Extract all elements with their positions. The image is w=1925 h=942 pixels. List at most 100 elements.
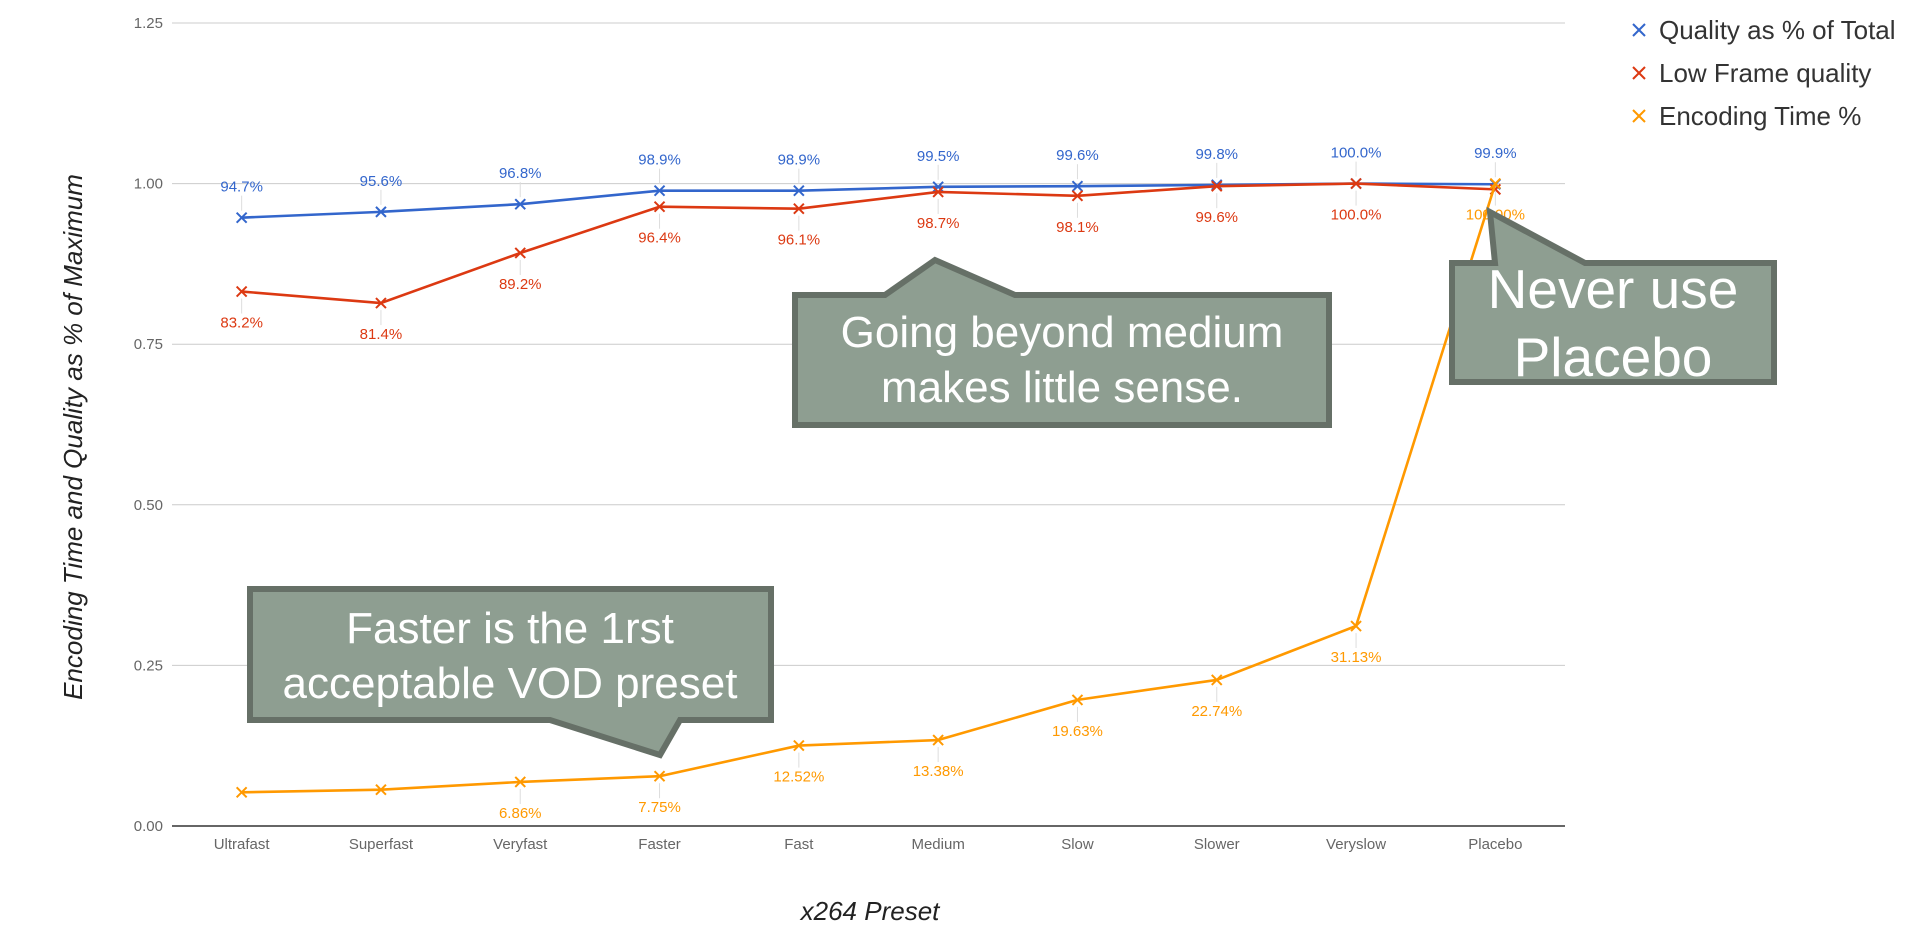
point-mark	[932, 186, 944, 198]
callout: Going beyond medium makes little sense.	[792, 256, 1332, 428]
data-label: 98.7%	[917, 215, 960, 232]
point-mark	[235, 211, 248, 224]
point-mark	[1211, 674, 1223, 686]
point-mark	[793, 202, 805, 215]
data-point	[514, 776, 526, 788]
point-mark	[235, 285, 248, 298]
data-label: 99.8%	[1195, 146, 1238, 163]
data-label: 81.4%	[360, 326, 403, 343]
data-point	[235, 211, 248, 224]
callout-text: Placebo	[1514, 326, 1713, 388]
point-mark	[1071, 180, 1084, 192]
point-mark	[653, 184, 666, 197]
data-label: 13.38%	[913, 763, 964, 780]
data-labels-layer: 94.7% 95.6% 96.8% 98.9% 98.9% 99.5% 99.6% 99.8%…	[220, 145, 1525, 822]
x-tick-label: Slow	[1061, 836, 1094, 853]
data-label: 99.5%	[917, 148, 960, 165]
legend-marker	[1632, 66, 1646, 80]
callout-text: Faster is the 1rst	[346, 604, 674, 653]
y-tick-label: 0.75	[134, 336, 163, 353]
data-point	[653, 201, 666, 213]
legend-label: Quality as % of Total	[1659, 15, 1896, 45]
data-point	[514, 247, 526, 259]
data-label: 6.86%	[499, 805, 542, 822]
point-mark	[1350, 177, 1362, 190]
point-mark	[1489, 177, 1502, 190]
point-mark	[375, 783, 387, 796]
x-tick-label: Placebo	[1468, 836, 1522, 853]
y-tick-label: 1.00	[134, 176, 163, 193]
data-point	[1489, 177, 1502, 190]
data-label: 31.13%	[1331, 649, 1382, 666]
legend-label: Low Frame quality	[1659, 58, 1871, 88]
callout-box	[247, 586, 774, 759]
point-mark	[932, 734, 944, 746]
data-point	[375, 297, 387, 309]
data-label: 22.74%	[1191, 703, 1242, 720]
point-mark	[653, 201, 666, 213]
grid-layer: 0.00 0.25 0.50 0.75 1.00 1.25 Ultrafast Superfa…	[134, 15, 1565, 853]
x-tick-label: Veryslow	[1326, 836, 1386, 853]
x-tick-label: Fast	[784, 836, 814, 853]
data-point	[932, 181, 944, 193]
data-point	[235, 786, 248, 798]
legend-item: Encoding Time %	[1632, 101, 1861, 131]
x-tick-label: Ultrafast	[214, 836, 271, 853]
data-label: 99.9%	[1474, 145, 1517, 162]
data-point	[932, 734, 944, 746]
callout-text: Going beyond medium	[841, 308, 1284, 357]
data-label: 100.0%	[1331, 145, 1382, 162]
x-tick-label: Slower	[1194, 836, 1240, 853]
data-label: 12.52%	[773, 769, 824, 786]
data-point	[793, 184, 805, 197]
point-mark	[514, 247, 526, 259]
data-point	[1350, 177, 1362, 190]
legend-label: Encoding Time %	[1659, 101, 1861, 131]
y-tick-label: 0.00	[134, 818, 163, 835]
data-point	[1071, 694, 1084, 706]
series-line	[241, 182, 1496, 305]
callout-box	[1449, 206, 1777, 385]
callout-layer: Going beyond medium makes little sense. Fa…	[247, 206, 1777, 759]
x-tick-label: Medium	[911, 836, 964, 853]
data-label: 95.6%	[360, 173, 403, 190]
point-mark	[235, 786, 248, 798]
series-line	[241, 183, 1497, 794]
y-axis-title: Encoding Time and Quality as % of Maximu…	[58, 174, 88, 700]
data-point	[514, 198, 526, 210]
data-label: 89.2%	[499, 276, 542, 293]
series-layer	[235, 177, 1502, 798]
data-point	[653, 770, 666, 782]
data-label: 94.7%	[220, 179, 263, 196]
point-mark	[653, 770, 666, 782]
point-mark	[514, 198, 526, 210]
point-mark	[375, 297, 387, 309]
point-mark	[1350, 620, 1362, 632]
data-point	[375, 206, 387, 218]
data-label: 19.63%	[1052, 723, 1103, 740]
y-tick-label: 0.25	[134, 657, 163, 674]
x-tick-label: Superfast	[349, 836, 414, 853]
legend-item: Quality as % of Total	[1632, 15, 1896, 45]
legend: Quality as % of Total Low Frame quality En…	[1632, 15, 1896, 131]
data-label: 96.8%	[499, 165, 542, 182]
x-tick-label: Veryfast	[493, 836, 548, 853]
data-point	[1071, 180, 1084, 192]
data-label: 98.9%	[638, 152, 681, 169]
point-mark	[1071, 190, 1084, 202]
data-point	[793, 739, 805, 752]
data-point	[1071, 190, 1084, 202]
y-tick-label: 1.25	[134, 15, 163, 32]
data-point	[235, 285, 248, 298]
callout-text: makes little sense.	[881, 363, 1243, 412]
point-mark	[793, 184, 805, 197]
point-mark	[793, 739, 805, 752]
data-label: 98.9%	[778, 152, 821, 169]
x-axis-title: x264 Preset	[799, 896, 942, 926]
legend-marker	[1632, 23, 1646, 37]
data-point	[1211, 180, 1223, 192]
data-label: 7.75%	[638, 799, 681, 816]
callout-text: acceptable VOD preset	[283, 659, 738, 708]
